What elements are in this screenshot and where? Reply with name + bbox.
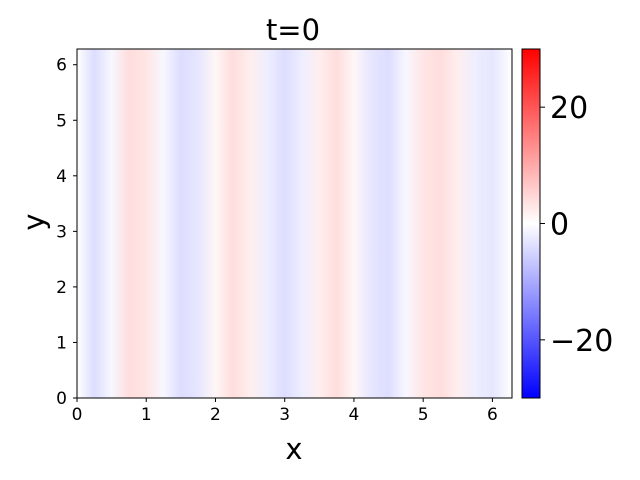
y-tick-label: 3 bbox=[56, 222, 67, 242]
colorbar-tick-label: 20 bbox=[550, 91, 588, 126]
y-axis-ticks: 0 1 2 3 4 5 6 bbox=[56, 56, 77, 409]
x-tick-label: 0 bbox=[72, 405, 83, 425]
y-tick-label: 1 bbox=[56, 333, 67, 353]
y-tick-label: 2 bbox=[56, 278, 67, 298]
heatmap-field bbox=[77, 49, 512, 398]
plot-frame bbox=[76, 48, 513, 399]
colorbar: −20 0 20 bbox=[521, 48, 613, 399]
chart-title: t=0 bbox=[266, 13, 320, 47]
x-axis-label: x bbox=[285, 432, 302, 466]
x-tick-label: 6 bbox=[487, 405, 498, 425]
colorbar-gradient bbox=[522, 49, 540, 398]
plot-area bbox=[76, 48, 513, 399]
y-tick-label: 0 bbox=[56, 389, 67, 409]
x-tick-label: 4 bbox=[349, 405, 360, 425]
x-axis-ticks: 0 1 2 3 4 5 6 bbox=[72, 398, 498, 425]
colorbar-ticks: −20 0 20 bbox=[540, 91, 613, 359]
y-tick-label: 4 bbox=[56, 167, 67, 187]
x-tick-label: 2 bbox=[210, 405, 221, 425]
y-tick-label: 6 bbox=[56, 56, 67, 76]
y-axis-label: y bbox=[17, 213, 51, 230]
y-tick-label: 5 bbox=[56, 111, 67, 131]
x-tick-label: 5 bbox=[418, 405, 429, 425]
colorbar-tick-label: 0 bbox=[550, 208, 569, 243]
x-tick-label: 3 bbox=[279, 405, 290, 425]
colorbar-tick-label: −20 bbox=[550, 324, 613, 359]
x-tick-label: 1 bbox=[141, 405, 152, 425]
